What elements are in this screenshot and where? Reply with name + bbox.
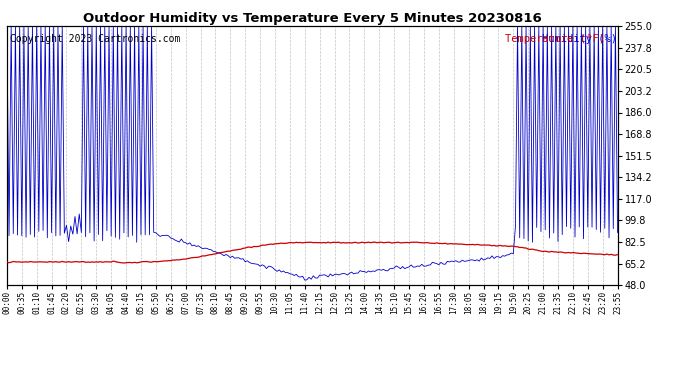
Text: Humidity (%): Humidity (%): [542, 34, 617, 44]
Text: Copyright 2023 Cartronics.com: Copyright 2023 Cartronics.com: [10, 34, 180, 44]
Text: Temperature (°F): Temperature (°F): [505, 34, 605, 44]
Title: Outdoor Humidity vs Temperature Every 5 Minutes 20230816: Outdoor Humidity vs Temperature Every 5 …: [83, 12, 542, 25]
